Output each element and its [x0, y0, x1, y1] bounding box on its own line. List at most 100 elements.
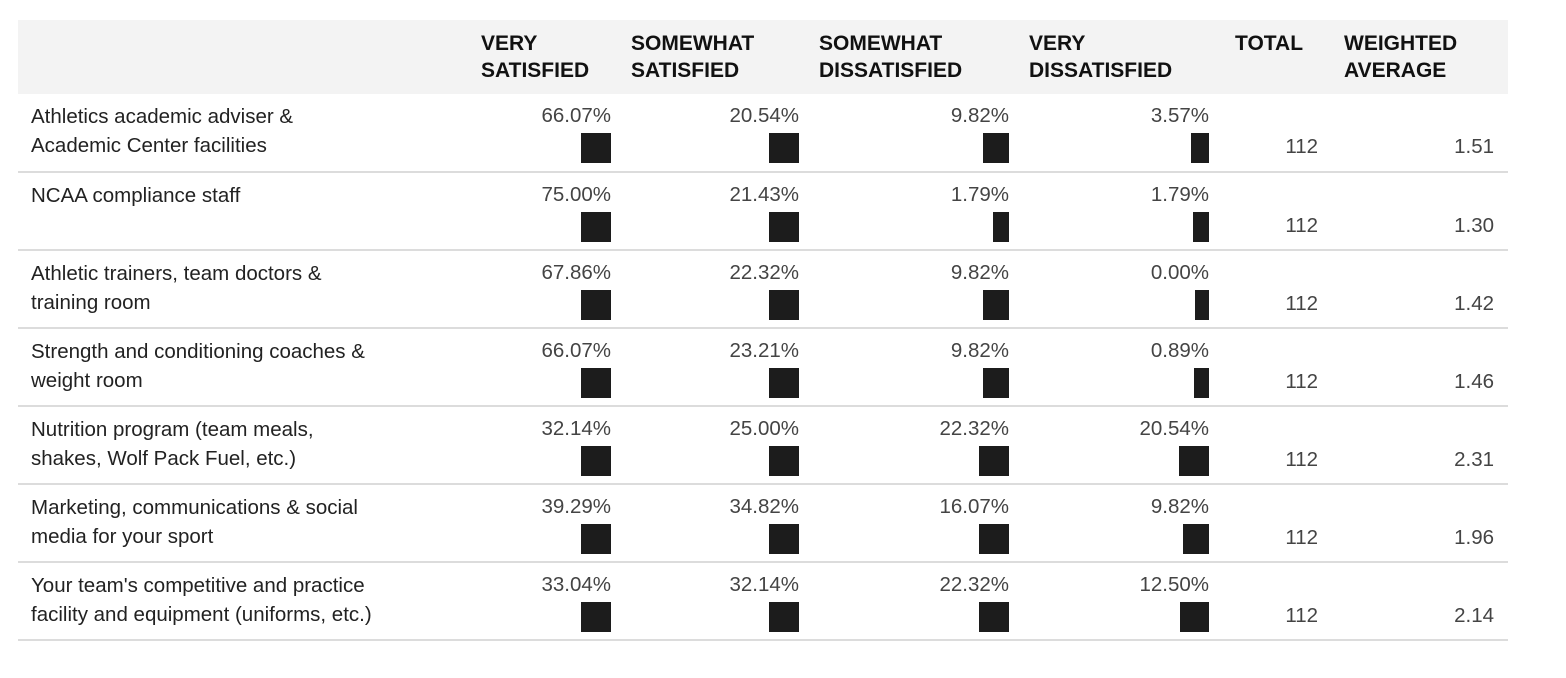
percent-label: 34.82%: [729, 495, 799, 518]
table-row: NCAA compliance staff 75.00% 21.43% 1.79% 1…: [18, 172, 1508, 251]
cell-very-satisfied: 66.07%: [473, 94, 623, 173]
bar-container: [811, 524, 1009, 554]
row-label: NCAA compliance staff: [18, 172, 473, 251]
percent-label: 12.50%: [1139, 573, 1209, 596]
bar-container: [623, 524, 799, 554]
percent-label: 20.54%: [1139, 417, 1209, 440]
percent-label: 75.00%: [541, 183, 611, 206]
weighted-average-value: 1.51: [1454, 135, 1494, 158]
header-very-dissatisfied: VERY DISSATISFIED: [1021, 20, 1221, 94]
percent-label: 0.00%: [1150, 261, 1209, 284]
bar-very-dissatisfied: [1190, 133, 1209, 163]
bar-container: [623, 446, 799, 476]
row-label-line: Your team's competitive and practice: [31, 574, 365, 597]
bar-container: [623, 602, 799, 632]
weighted-average-value: 2.14: [1454, 604, 1494, 627]
header-line: SATISFIED: [631, 59, 740, 82]
bar-very-dissatisfied: [1179, 446, 1209, 476]
percent-label: 23.21%: [729, 339, 799, 362]
bar-very-dissatisfied: [1195, 290, 1209, 320]
percent-label: 32.14%: [541, 417, 611, 440]
bar-container: [1021, 446, 1209, 476]
header-line: VERY: [1029, 32, 1086, 55]
cell-total: 112: [1221, 406, 1336, 485]
cell-somewhat-dissatisfied: 9.82%: [811, 94, 1021, 173]
weighted-average-value: 1.42: [1454, 292, 1494, 315]
header-line: TOTAL: [1235, 32, 1304, 55]
cell-very-satisfied: 66.07%: [473, 328, 623, 407]
percent-label: 20.54%: [729, 104, 799, 127]
row-label: Strength and conditioning coaches & weigh…: [18, 328, 473, 407]
bar-container: [473, 602, 611, 632]
row-label-line: Athletic trainers, team doctors &: [31, 262, 322, 285]
table-row: Marketing, communications & social media …: [18, 484, 1508, 563]
cell-somewhat-dissatisfied: 22.32%: [811, 406, 1021, 485]
cell-very-dissatisfied: 0.89%: [1021, 328, 1221, 407]
percent-label: 21.43%: [729, 183, 799, 206]
bar-somewhat-dissatisfied: [983, 133, 1009, 163]
row-label: Marketing, communications & social media …: [18, 484, 473, 563]
bar-container: [623, 368, 799, 398]
percent-label: 9.82%: [950, 339, 1009, 362]
bar-very-satisfied: [581, 212, 611, 242]
cell-weighted-average: 2.14: [1336, 562, 1508, 641]
header-line: [26, 57, 465, 84]
header-line: [26, 30, 465, 57]
bar-somewhat-satisfied: [769, 602, 799, 632]
table-body: Athletics academic adviser & Academic Cen…: [18, 94, 1508, 641]
header-row: VERY SATISFIED SOMEWHAT SATISFIED SOMEWHAT DI…: [18, 20, 1508, 94]
bar-container: [1021, 212, 1209, 242]
cell-very-satisfied: 67.86%: [473, 250, 623, 329]
table-row: Athletics academic adviser & Academic Cen…: [18, 94, 1508, 173]
bar-container: [1021, 602, 1209, 632]
header-line: SATISFIED: [481, 59, 590, 82]
header-line: DISSATISFIED: [1029, 59, 1173, 82]
percent-label: 1.79%: [950, 183, 1009, 206]
total-value: 112: [1285, 292, 1318, 315]
bar-somewhat-satisfied: [769, 212, 799, 242]
cell-somewhat-dissatisfied: 1.79%: [811, 172, 1021, 251]
bar-container: [473, 524, 611, 554]
bar-container: [811, 368, 1009, 398]
total-value: 112: [1285, 448, 1318, 471]
percent-label: 9.82%: [1150, 495, 1209, 518]
cell-very-dissatisfied: 12.50%: [1021, 562, 1221, 641]
row-label-line: shakes, Wolf Pack Fuel, etc.): [31, 447, 297, 470]
header-line: SOMEWHAT: [819, 32, 943, 55]
percent-label: 9.82%: [950, 261, 1009, 284]
row-label: Nutrition program (team meals, shakes, Wo…: [18, 406, 473, 485]
header-line: AVERAGE: [1344, 59, 1447, 82]
percent-label: 9.82%: [950, 104, 1009, 127]
bar-container: [811, 446, 1009, 476]
bar-container: [1021, 133, 1209, 163]
cell-very-satisfied: 75.00%: [473, 172, 623, 251]
cell-very-satisfied: 32.14%: [473, 406, 623, 485]
survey-results-table-wrapper: VERY SATISFIED SOMEWHAT SATISFIED SOMEWHAT DI…: [18, 20, 1508, 641]
row-label: Your team's competitive and practice faci…: [18, 562, 473, 641]
bar-container: [811, 602, 1009, 632]
header-total: TOTAL: [1221, 20, 1336, 94]
row-label: Athletics academic adviser & Academic Cen…: [18, 94, 473, 173]
row-label-line: training room: [31, 291, 151, 314]
bar-somewhat-dissatisfied: [992, 212, 1009, 242]
header-line: WEIGHTED: [1344, 32, 1458, 55]
percent-label: 25.00%: [729, 417, 799, 440]
cell-somewhat-satisfied: 21.43%: [623, 172, 811, 251]
bar-somewhat-dissatisfied: [983, 290, 1009, 320]
header-line: [1235, 57, 1328, 84]
cell-somewhat-dissatisfied: 9.82%: [811, 328, 1021, 407]
bar-container: [473, 368, 611, 398]
percent-label: 32.14%: [729, 573, 799, 596]
bar-somewhat-satisfied: [769, 133, 799, 163]
header-line: DISSATISFIED: [819, 59, 963, 82]
percent-label: 22.32%: [939, 417, 1009, 440]
bar-somewhat-satisfied: [769, 446, 799, 476]
percent-label: 39.29%: [541, 495, 611, 518]
total-value: 112: [1285, 604, 1318, 627]
cell-total: 112: [1221, 172, 1336, 251]
total-value: 112: [1285, 214, 1318, 237]
row-label-line: weight room: [31, 369, 143, 392]
total-value: 112: [1285, 370, 1318, 393]
row-label-line: [31, 210, 473, 239]
cell-somewhat-dissatisfied: 9.82%: [811, 250, 1021, 329]
